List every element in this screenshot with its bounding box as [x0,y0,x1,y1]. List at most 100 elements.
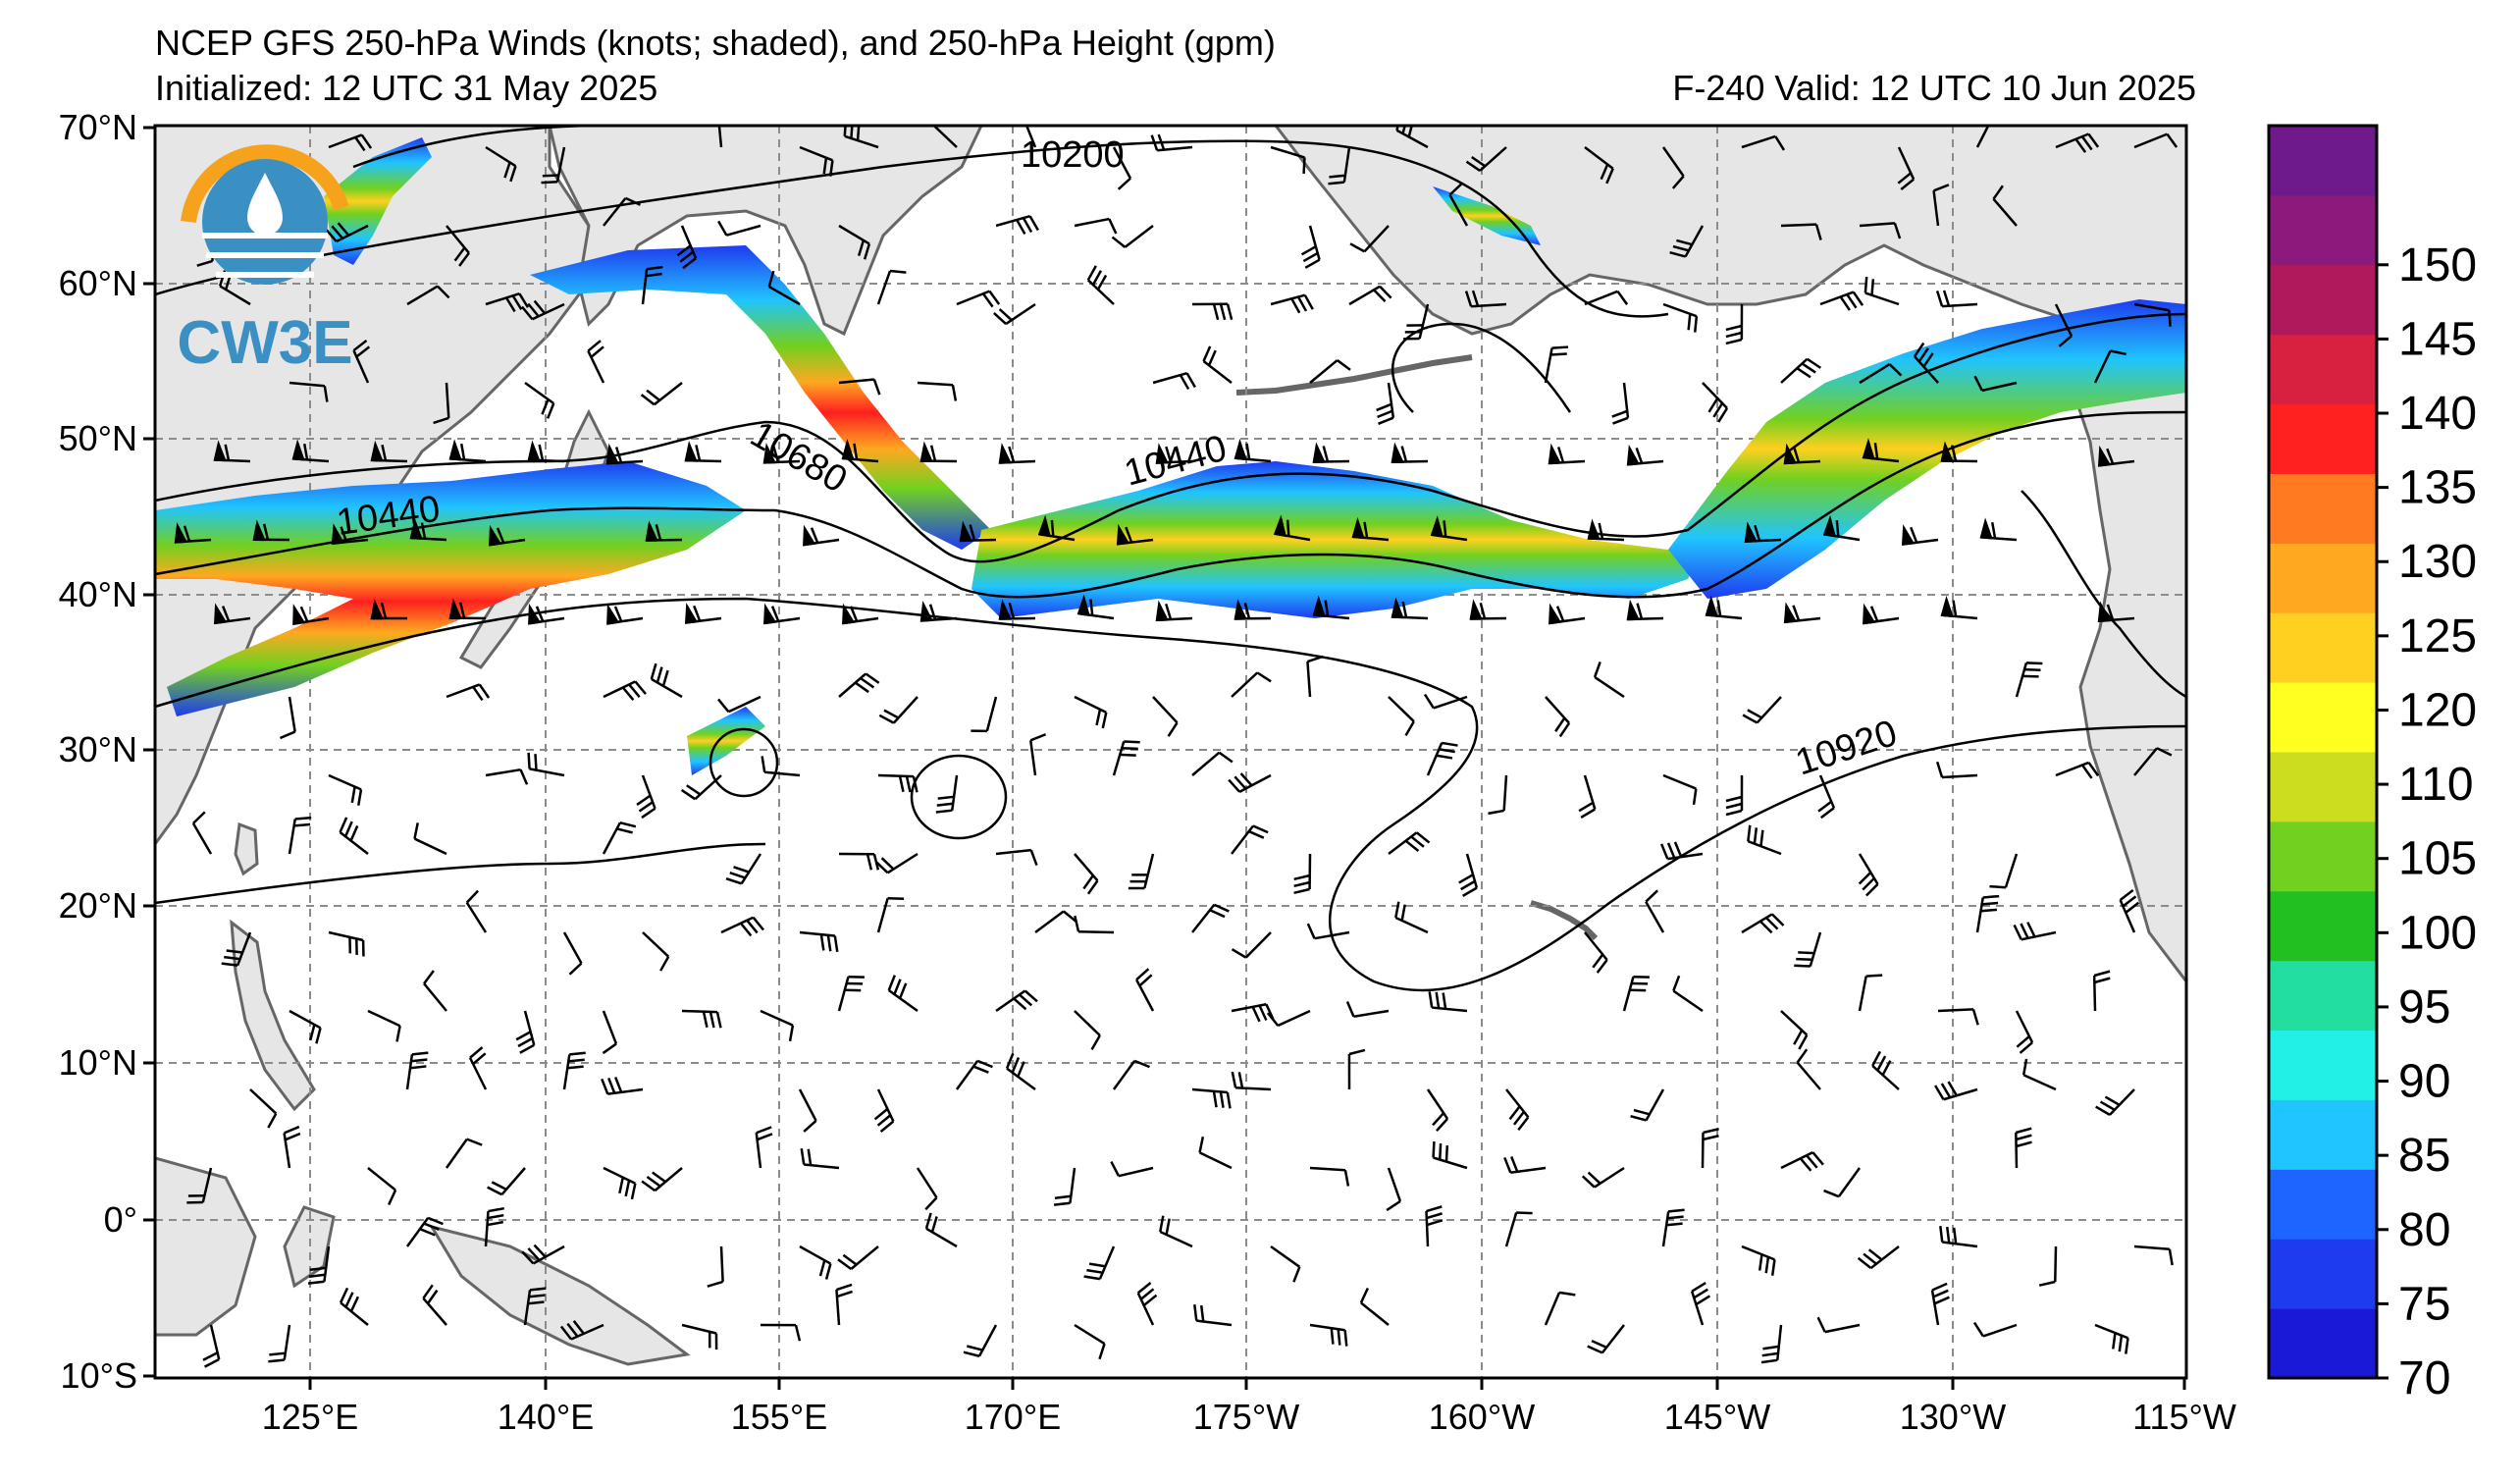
wind-barb [602,821,637,855]
wind-barb [1005,1052,1036,1091]
wind-barb [1992,185,2018,227]
wind-barb [838,378,881,396]
wind-barb [1231,824,1269,855]
wind-barb [998,599,1036,620]
wind-barb [174,522,212,544]
wind-barb [1690,1281,1711,1326]
wind-barb [186,1167,213,1204]
wind-barb [1593,662,1625,699]
colorbar-swatch [2269,473,2377,544]
wind-barb [1780,1010,1809,1050]
initialized-time: Initialized: 12 UTC 31 May 2025 [155,68,658,108]
wind-barb [1228,772,1272,793]
wind-barb [367,1009,401,1042]
wind-barb [1306,923,1350,940]
colorbar-label: 130 [2398,536,2477,588]
wind-barb [835,1283,854,1326]
wind-barb [1053,1167,1076,1206]
wind-barb [289,381,329,402]
latitude-axis: 70°N 60°N 50°N 40°N 30°N 20°N 10°N 0° 10… [59,107,155,1396]
wind-barb [707,1245,724,1288]
wind-barb [331,523,369,545]
wind-barb [761,756,801,777]
wind-barb [755,1126,773,1169]
wind-barb [213,440,251,463]
wind-barb [1858,853,1879,897]
wind-barb [993,302,1036,326]
wind-barb [1871,1050,1900,1090]
wind-barb [716,126,735,148]
colorbar-swatch [2269,543,2377,613]
wind-barb [2119,888,2140,933]
colorbar-swatch [2269,126,2377,196]
wind-barb [602,1010,618,1055]
wind-barb [2133,132,2179,149]
wind-barb [1741,134,1786,151]
wind-barb [1669,225,1705,258]
wind-barb [1934,1081,1978,1101]
wind-barb [524,381,555,419]
lat-label-30n: 30°N [59,729,137,769]
wind-barb [292,604,330,626]
wind-barb [1198,1137,1233,1170]
wind-barb [1021,126,1037,148]
wind-barb [1979,517,2018,542]
wind-barb [1863,603,1900,625]
wind-barb [448,598,487,620]
wind-barb [763,603,801,625]
wind-barb [800,1147,840,1170]
wind-barb [1584,290,1629,306]
wind-barb [603,1166,637,1200]
lat-label-70n: 70°N [59,107,137,147]
wind-barb [1587,1324,1625,1354]
wind-barb [1989,853,2019,889]
wind-barb [423,970,447,1012]
wind-barb [328,133,373,152]
map-frame [153,124,2188,1380]
wind-barb [645,520,683,542]
wind-barb [684,603,722,624]
wind-barb [1128,853,1155,890]
wind-barb [252,519,290,542]
wind-barb [1702,382,1729,423]
wind-barb [1544,345,1569,384]
wind-barb [191,811,213,855]
wind-barb [413,822,447,856]
wind-barb [1794,931,1822,968]
wind-barb [1504,1211,1533,1247]
wind-barb [1432,1140,1468,1170]
wind-barb [2095,1088,2135,1116]
wind-barb [1110,1160,1154,1178]
wind-barb [484,1206,504,1247]
wind-barb [2015,1127,2032,1169]
borneo-island [155,1156,257,1337]
colorbar-label: 105 [2398,833,2477,885]
wind-barb [339,1287,369,1326]
wind-barb [1858,974,1883,1012]
wind-barb [1705,595,1743,620]
wind-barb [1231,1071,1272,1091]
jet-alaska-blob [1433,186,1541,245]
wind-barb [1940,595,1978,620]
taiwan-island [234,821,259,876]
wind-barb [2054,303,2074,347]
colorbar-frame [2267,124,2379,1380]
wind-barb [446,683,491,702]
wind-barb [325,222,369,243]
wind-barb [1747,824,1782,856]
wind-barb [955,1059,993,1090]
colorbar-swatch [2269,960,2377,1032]
wind-barb [876,897,905,933]
wind-barb [1191,1087,1232,1109]
wind-barb [1394,901,1429,934]
wind-barb [841,439,879,463]
wind-barb [1578,774,1597,819]
wind-barb [1074,915,1115,934]
wind-barb [288,816,312,855]
lon-label-155e: 155°E [731,1397,827,1437]
wind-barb [1662,773,1698,806]
wind-barb [1937,1008,1979,1026]
colorbar-label: 125 [2398,610,2477,662]
wind-barb [352,339,371,384]
wind-barb [328,930,365,957]
